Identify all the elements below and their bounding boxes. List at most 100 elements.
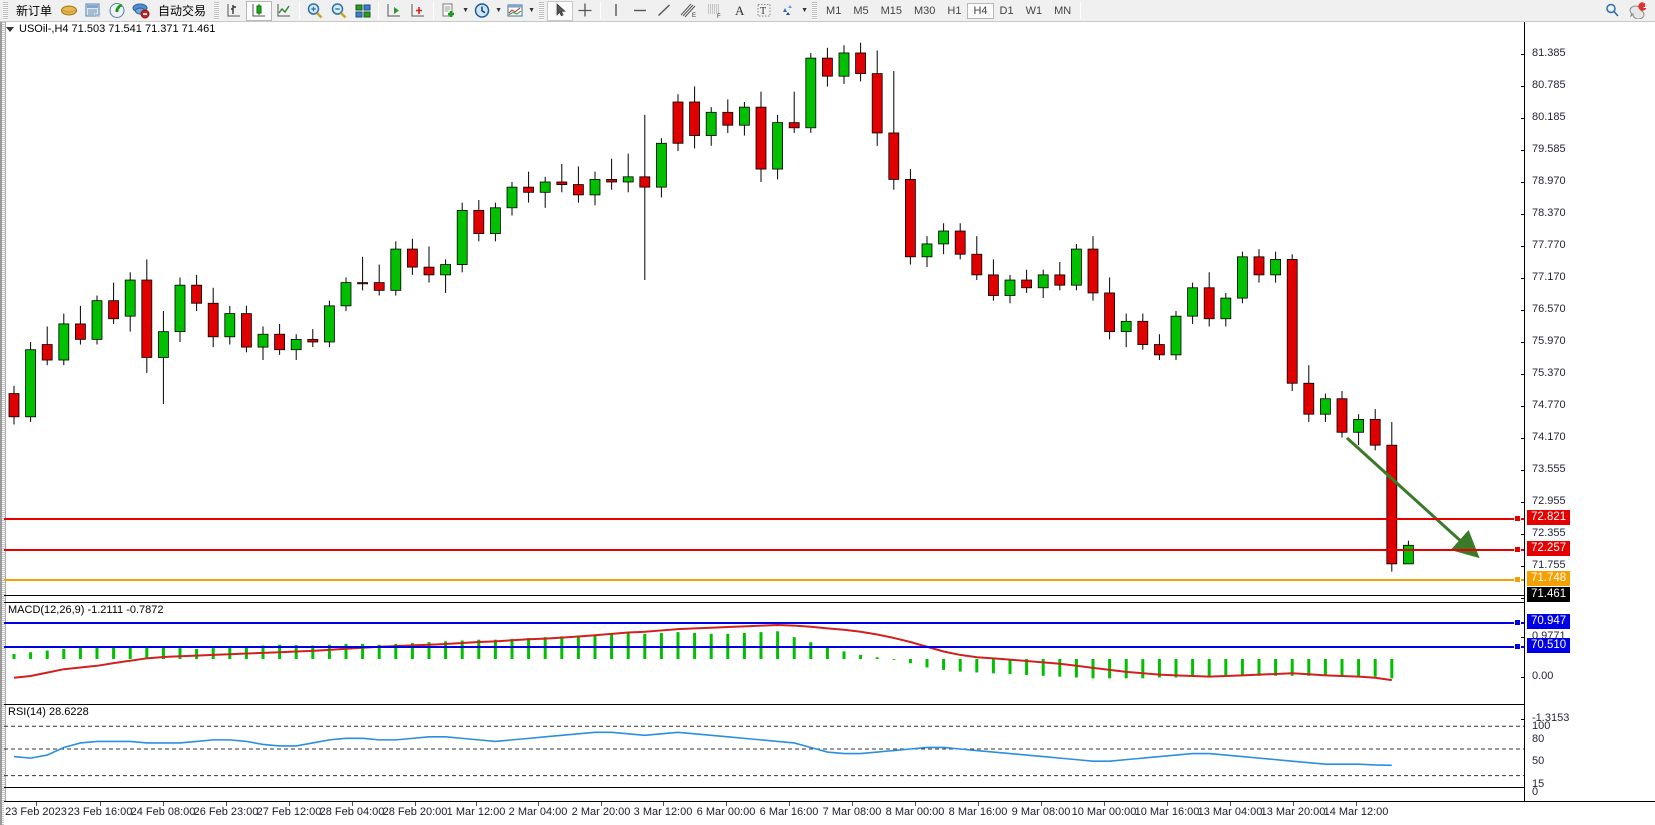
time-axis[interactable]: 23 Feb 2023 23 Feb 16:00 24 Feb 08:00 26 Fe… [4,801,1655,825]
new-order-button[interactable]: 新订单 [11,1,57,21]
price-tick-label: 73.555 [1532,463,1566,475]
chart-shift-icon[interactable] [382,1,406,21]
price-line-entry-level[interactable] [4,579,1524,581]
time-tick-label: 14 Mar 12:00 [1323,806,1389,818]
period-dropdown-icon[interactable]: ▼ [495,7,502,14]
text-box-icon[interactable]: T [752,1,776,21]
shapes-icon[interactable] [776,1,800,21]
svg-text:F: F [717,14,721,19]
timeframe-m1[interactable]: M1 [826,4,842,17]
price-tick-label: 75.970 [1532,335,1566,347]
time-tick-label: 8 Mar 00:00 [885,806,945,818]
price-line-handle-support-1[interactable] [1514,619,1521,626]
timeframe-group[interactable]: M1 M5 M15 M30 H1 H4 D1 W1 MN [820,2,1077,19]
search-icon[interactable] [1601,1,1625,21]
zoom-out-icon[interactable] [327,1,351,21]
time-tick-label: 2 Mar 04:00 [508,806,568,818]
price-level-badge-entry-level[interactable]: 71.748 [1527,571,1571,586]
price-level-badge-resistance-1[interactable]: 72.821 [1527,510,1571,525]
rsi-tick-label: 50 [1532,755,1545,767]
candlestick-chart-icon[interactable] [246,0,273,21]
price-tick-label: 77.170 [1532,271,1566,283]
chart-window[interactable]: USOil-,H4 71.503 71.541 71.371 71.461 MA… [0,22,1655,825]
timeframe-m15[interactable]: M15 [880,4,902,17]
price-line-handle-entry-level[interactable] [1514,576,1521,583]
text-label-icon[interactable]: A [728,1,752,21]
equidistant-channel-icon[interactable]: E [676,1,702,21]
expert-advisor-icon[interactable] [129,1,153,21]
line-chart-icon[interactable] [272,1,296,21]
toolbar-grip-2[interactable] [214,1,220,20]
horizontal-line-icon[interactable] [628,1,652,21]
price-line-handle-resistance-1[interactable] [1514,515,1521,522]
bar-chart-icon[interactable] [222,1,246,21]
indicators-icon[interactable] [503,1,527,21]
market-watch-icon[interactable] [81,1,105,21]
price-line-handle-resistance-2[interactable] [1514,546,1521,553]
price-level-badge-current-price[interactable]: 71.461 [1527,587,1571,602]
price-tick-label: -1.3153 [1532,712,1570,724]
rsi-pane[interactable]: RSI(14) 28.6228 [4,704,1524,788]
zoom-in-icon[interactable] [303,1,327,21]
crosshair-icon[interactable] [573,1,597,21]
svg-text:A: A [735,3,745,18]
time-tick-label: 13 Mar 04:00 [1197,806,1263,818]
price-line-resistance-1[interactable] [4,518,1524,520]
toolbar-grip-4[interactable] [812,1,818,20]
rsi-tick-label: 15 [1532,778,1545,790]
price-tick-label: 74.170 [1532,431,1566,443]
macd-pane[interactable]: MACD(12,26,9) -1.2111 -0.7872 [4,602,1524,702]
time-tick-label: 6 Mar 16:00 [759,806,819,818]
toolbar-grip-3[interactable] [539,1,545,20]
time-tick-label: 26 Feb 23:00 [193,806,259,818]
indicators-dropdown-icon[interactable]: ▼ [528,7,535,14]
price-line-resistance-2[interactable] [4,549,1524,551]
price-tick-label: 79.585 [1532,143,1566,155]
price-tick-label: 76.570 [1532,303,1566,315]
main-toolbar[interactable]: 新订单 自动交易 ▼ [0,0,1655,22]
time-tick-label: 28 Feb 20:00 [382,806,448,818]
time-tick-label: 10 Mar 00:00 [1071,806,1137,818]
price-line-support-2[interactable] [4,646,1524,648]
price-tick-label: 74.770 [1532,399,1566,411]
cursor-icon[interactable] [547,0,574,21]
price-line-support-1[interactable] [4,622,1524,624]
trendline-icon[interactable] [652,1,676,21]
symbol-ohlc-label: USOil-,H4 71.503 71.541 71.371 71.461 [19,23,216,35]
price-scale[interactable]: 81.385 80.785 80.185 79.585 78.970 78.370 77.7… [1521,22,1655,801]
price-level-badge-support-1[interactable]: 70.947 [1527,614,1571,629]
fibonacci-icon[interactable]: F [702,1,728,21]
timeframe-d1[interactable]: D1 [999,4,1014,17]
toolbar-grip[interactable] [3,1,8,20]
price-line-current-price[interactable] [4,595,1524,596]
chart-menu-icon[interactable] [6,26,14,32]
new-chart-dropdown-icon[interactable]: ▼ [462,7,469,14]
auto-trading-button[interactable]: 自动交易 [153,1,211,21]
timeframe-h1[interactable]: H1 [947,4,962,17]
price-pane[interactable] [4,22,1524,600]
timeframe-m5[interactable]: M5 [853,4,869,17]
period-icon[interactable] [470,1,494,21]
timeframe-h4[interactable]: H4 [967,2,994,19]
chart-left-grip[interactable] [2,22,6,825]
new-chart-icon[interactable] [437,1,461,21]
vertical-line-icon[interactable] [604,1,628,21]
signals-icon[interactable] [105,1,129,21]
timeframe-w1[interactable]: W1 [1025,4,1043,17]
time-tick-label: 28 Feb 04:00 [319,806,385,818]
candlestick-series [8,42,1414,572]
alert-badge: 1 [1642,0,1648,10]
alerts-icon[interactable]: 1 [1625,0,1651,21]
price-line-handle-support-2[interactable] [1514,643,1521,650]
chart-plot-area[interactable]: MACD(12,26,9) -1.2111 -0.7872 RSI(14) 28… [4,22,1655,825]
tile-windows-icon[interactable] [351,1,375,21]
timeframe-mn[interactable]: MN [1054,4,1072,17]
price-tick-label: 80.785 [1532,79,1566,91]
profile-icon[interactable] [57,1,81,21]
shapes-dropdown-icon[interactable]: ▼ [801,7,808,14]
timeframe-m30[interactable]: M30 [914,4,936,17]
time-tick-label: 24 Feb 08:00 [130,806,196,818]
price-level-badge-resistance-2[interactable]: 72.257 [1527,541,1571,556]
price-level-badge-support-2[interactable]: 70.510 [1527,638,1571,653]
auto-scroll-icon[interactable] [406,1,430,21]
